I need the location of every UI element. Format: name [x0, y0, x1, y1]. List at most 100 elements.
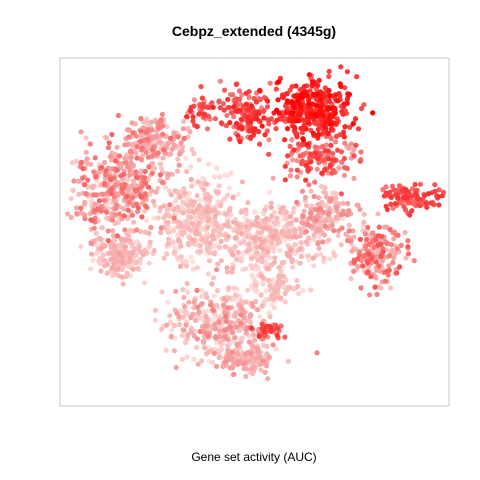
- scatter-point: [216, 319, 222, 325]
- scatter-point: [153, 189, 159, 195]
- scatter-point: [207, 240, 213, 246]
- scatter-point: [112, 212, 118, 218]
- scatter-point: [435, 194, 441, 200]
- scatter-point: [366, 241, 372, 247]
- scatter-point: [237, 124, 243, 130]
- scatter-point: [183, 340, 189, 346]
- scatter-point: [134, 155, 140, 161]
- scatter-point: [270, 175, 276, 181]
- scatter-point: [89, 198, 95, 204]
- scatter-point: [395, 187, 401, 193]
- scatter-point: [121, 206, 127, 212]
- scatter-point: [360, 263, 366, 269]
- scatter-point: [333, 215, 339, 221]
- scatter-point: [125, 164, 131, 170]
- scatter-point: [291, 205, 297, 211]
- scatter-point: [142, 248, 148, 254]
- scatter-point: [322, 190, 328, 196]
- scatter-point: [196, 203, 202, 209]
- scatter-point: [299, 142, 305, 148]
- scatter-point: [205, 271, 211, 277]
- scatter-point: [380, 249, 386, 255]
- scatter-point: [355, 202, 361, 208]
- scatter-point: [205, 104, 211, 111]
- scatter-point: [369, 256, 375, 262]
- scatter-point: [229, 269, 235, 275]
- scatter-point: [287, 213, 294, 220]
- scatter-point: [137, 256, 143, 262]
- scatter-point: [234, 351, 240, 357]
- scatter-point: [303, 126, 309, 132]
- scatter-point: [189, 146, 195, 153]
- scatter-point: [326, 68, 332, 74]
- scatter-point: [158, 225, 164, 231]
- scatter-point: [184, 219, 190, 225]
- scatter-point: [175, 204, 181, 210]
- scatter-point: [226, 185, 232, 191]
- scatter-point: [395, 195, 401, 201]
- scatter-point: [327, 197, 334, 203]
- scatter-point: [114, 233, 120, 239]
- scatter-point: [179, 203, 185, 209]
- scatter-point: [122, 155, 128, 161]
- scatter-point: [127, 172, 133, 178]
- scatter-point: [285, 233, 291, 240]
- scatter-point: [388, 242, 394, 248]
- scatter-point: [212, 321, 218, 328]
- scatter-point: [303, 177, 309, 183]
- scatter-point: [206, 258, 213, 264]
- scatter-point: [186, 190, 192, 196]
- scatter-point: [366, 251, 372, 257]
- scatter-point: [193, 317, 199, 324]
- scatter-point: [180, 314, 186, 320]
- scatter-point: [383, 203, 389, 209]
- scatter-point: [323, 218, 329, 224]
- scatter-point: [390, 260, 396, 266]
- scatter-point: [285, 358, 291, 364]
- scatter-point: [289, 259, 295, 265]
- scatter-point: [262, 207, 268, 213]
- scatter-point: [326, 73, 332, 80]
- scatter-point: [300, 117, 307, 123]
- scatter-point: [282, 334, 288, 340]
- scatter-point: [106, 140, 112, 146]
- scatter-point: [286, 253, 292, 259]
- scatter-point: [107, 154, 113, 160]
- scatter-point: [229, 349, 235, 355]
- scatter-point: [225, 219, 231, 225]
- scatter-point: [249, 366, 255, 372]
- scatter-point: [182, 190, 188, 196]
- scatter-point: [215, 261, 221, 267]
- scatter-point: [365, 224, 371, 230]
- scatter-point: [282, 163, 288, 169]
- scatter-point: [199, 287, 205, 293]
- scatter-point: [204, 295, 210, 301]
- scatter-point: [361, 211, 367, 217]
- scatter-point: [297, 111, 303, 117]
- scatter-point: [229, 365, 236, 371]
- scatter-point: [276, 79, 282, 85]
- scatter-point: [297, 246, 303, 252]
- scatter-point: [195, 361, 201, 367]
- scatter-point: [74, 211, 80, 217]
- scatter-point: [194, 304, 200, 310]
- scatter-point: [196, 220, 202, 226]
- scatter-point: [253, 288, 260, 294]
- scatter-point: [200, 104, 206, 110]
- scatter-point: [314, 166, 320, 172]
- scatter-point: [85, 177, 91, 183]
- scatter-point: [111, 243, 118, 249]
- scatter-point: [187, 108, 193, 114]
- scatter-point: [191, 356, 197, 362]
- scatter-point: [91, 225, 97, 231]
- scatter-point: [210, 234, 216, 240]
- scatter-point: [311, 193, 317, 200]
- scatter-point: [214, 302, 220, 309]
- scatter-point: [338, 191, 344, 197]
- scatter-point: [271, 209, 278, 215]
- scatter-point: [308, 287, 314, 293]
- scatter-point: [267, 189, 273, 195]
- scatter-point: [373, 259, 379, 265]
- scatter-point: [237, 138, 243, 145]
- scatter-point: [218, 203, 224, 209]
